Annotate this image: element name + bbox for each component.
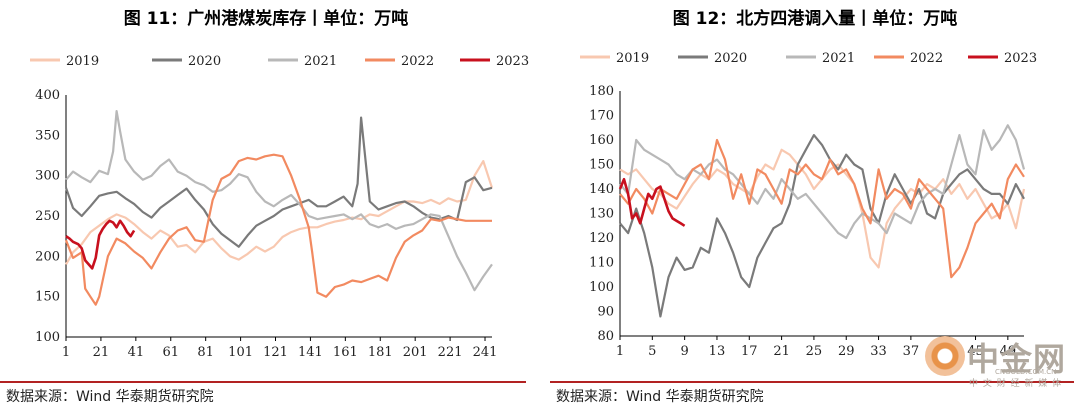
x-tick-label: 41	[128, 345, 145, 360]
x-tick-label: 21	[773, 344, 790, 359]
x-tick-label: 121	[263, 345, 288, 360]
x-tick-label: 201	[403, 345, 428, 360]
series-line-2020	[619, 134, 1025, 318]
y-tick-label: 250	[35, 209, 60, 224]
legend-label: 2020	[188, 54, 221, 69]
x-tick-label: 17	[741, 344, 758, 359]
y-tick-label: 150	[589, 158, 614, 173]
y-tick-label: 200	[35, 249, 60, 264]
y-tick-label: 180	[589, 84, 614, 99]
legend-label: 2020	[714, 51, 747, 66]
x-tick-label: 221	[438, 345, 463, 360]
y-tick-label: 400	[35, 88, 60, 103]
y-tick-label: 140	[589, 182, 614, 197]
x-tick-label: 9	[680, 344, 688, 359]
legend-label: 2023	[496, 54, 529, 69]
y-tick-label: 170	[589, 109, 614, 124]
y-tick-label: 350	[35, 128, 60, 143]
chart-title: 图 12：北方四港调入量丨单位：万吨	[672, 9, 958, 29]
series-line-2023	[618, 177, 686, 227]
watermark-url: CNGOLD.COM.CN	[995, 368, 1057, 376]
legend-label: 2022	[401, 54, 434, 69]
series-line-2019	[619, 148, 1026, 269]
y-tick-label: 150	[35, 290, 60, 305]
chart-source: 数据来源：Wind 华泰期货研究院	[556, 389, 764, 405]
watermark-sub: 中 文 财 经 新 媒 体	[969, 379, 1063, 389]
series-line-2021	[65, 109, 493, 292]
series-line-2023	[65, 219, 136, 270]
divider	[550, 381, 1074, 383]
legend-label: 2019	[66, 54, 99, 69]
legend-label: 2019	[616, 51, 649, 66]
chart-source: 数据来源：Wind 华泰期货研究院	[6, 389, 214, 405]
legend-label: 2021	[304, 54, 337, 69]
legend-label: 2022	[910, 51, 943, 66]
x-tick-label: 33	[870, 344, 887, 359]
x-tick-label: 181	[368, 345, 393, 360]
x-tick-label: 29	[838, 344, 855, 359]
legend-label: 2021	[822, 51, 855, 66]
y-tick-label: 120	[589, 231, 614, 246]
series-line-2022	[64, 153, 492, 306]
divider	[0, 381, 526, 383]
chart-panel-right: 图 12：北方四港调入量丨单位：万吨 80 90 100 110 120 130 140 15…	[550, 0, 1080, 409]
chart-panel-left: 图 11：广州港煤炭库存丨单位：万吨 100 150 200 250 300 350 400…	[0, 0, 532, 409]
y-tick-label: 110	[589, 256, 614, 271]
x-tick-label: 1	[616, 344, 624, 359]
legend-label: 2023	[1004, 51, 1037, 66]
x-tick-label: 45	[967, 344, 984, 359]
x-tick-label: 141	[298, 345, 323, 360]
y-tick-label: 100	[589, 280, 614, 295]
y-tick-label: 90	[597, 305, 614, 320]
logo-icon	[925, 336, 965, 376]
x-tick-label: 13	[709, 344, 726, 359]
x-tick-label: 81	[197, 345, 214, 360]
chart-title: 图 11：广州港煤炭库存丨单位：万吨	[123, 9, 409, 29]
series-line-2020	[64, 116, 493, 248]
watermark-logo: 中金网 CNGOLD.COM.CN 中 文 财 经 新 媒 体	[925, 332, 1075, 402]
x-tick-label: 21	[93, 345, 110, 360]
x-tick-label: 1	[62, 345, 70, 360]
y-tick-label: 130	[589, 207, 614, 222]
x-tick-label: 25	[806, 344, 823, 359]
x-tick-label: 49	[1000, 344, 1017, 359]
y-tick-label: 160	[589, 133, 614, 148]
watermark-text: 中金网	[967, 340, 1067, 378]
x-tick-label: 101	[228, 345, 253, 360]
x-tick-label: 5	[648, 344, 656, 359]
chart-right-svg: 80 90 100 110 120 130 140 150 160 170 180 1 5 9 13 17 21…	[580, 51, 1037, 359]
series-line-2022	[619, 138, 1025, 279]
series-line-2021	[619, 124, 1026, 240]
series-line-2019	[65, 160, 494, 265]
x-tick-label: 161	[333, 345, 358, 360]
x-tick-label: 37	[903, 344, 920, 359]
y-tick-label: 100	[35, 330, 60, 345]
x-tick-label: 61	[162, 345, 179, 360]
y-tick-label: 80	[597, 329, 614, 344]
x-tick-label: 241	[473, 345, 498, 360]
y-tick-label: 300	[35, 169, 60, 184]
